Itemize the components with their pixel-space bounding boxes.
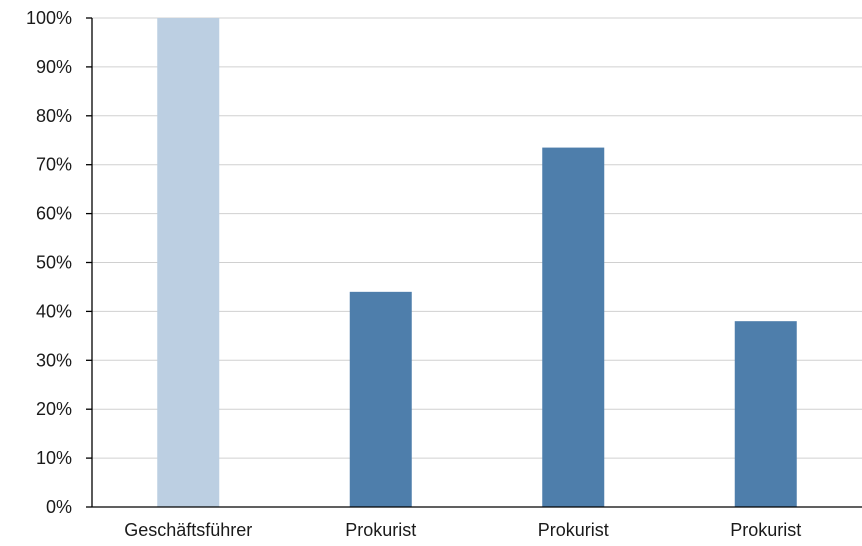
- axes: [86, 17, 862, 508]
- y-tick-label: 90%: [36, 57, 72, 77]
- y-tick-label: 20%: [36, 399, 72, 419]
- x-category-label: Geschäftsführer: [124, 520, 252, 540]
- bar-1: [157, 18, 220, 507]
- x-category-label: Prokurist: [538, 520, 609, 540]
- y-tick-labels: 0% 10% 20% 30% 40% 50% 60% 70% 80% 90% 100%: [26, 8, 72, 517]
- gridlines: [92, 17, 862, 459]
- y-tick-label: 0%: [46, 497, 72, 517]
- y-tick-label: 70%: [36, 155, 72, 175]
- bars: [157, 18, 797, 507]
- x-category-label: Prokurist: [345, 520, 416, 540]
- bar-2: [349, 291, 412, 507]
- x-category-labels: Geschäftsführer Prokurist Prokurist Prokuri…: [124, 520, 801, 540]
- bar-3: [542, 147, 605, 507]
- y-tick-label: 100%: [26, 8, 72, 28]
- y-tick-label: 80%: [36, 106, 72, 126]
- x-category-label: Prokurist: [730, 520, 801, 540]
- bar-4: [734, 321, 797, 507]
- y-tick-label: 10%: [36, 448, 72, 468]
- y-tick-label: 50%: [36, 253, 72, 273]
- y-tick-label: 30%: [36, 350, 72, 370]
- y-tick-label: 60%: [36, 204, 72, 224]
- y-tick-label: 40%: [36, 301, 72, 321]
